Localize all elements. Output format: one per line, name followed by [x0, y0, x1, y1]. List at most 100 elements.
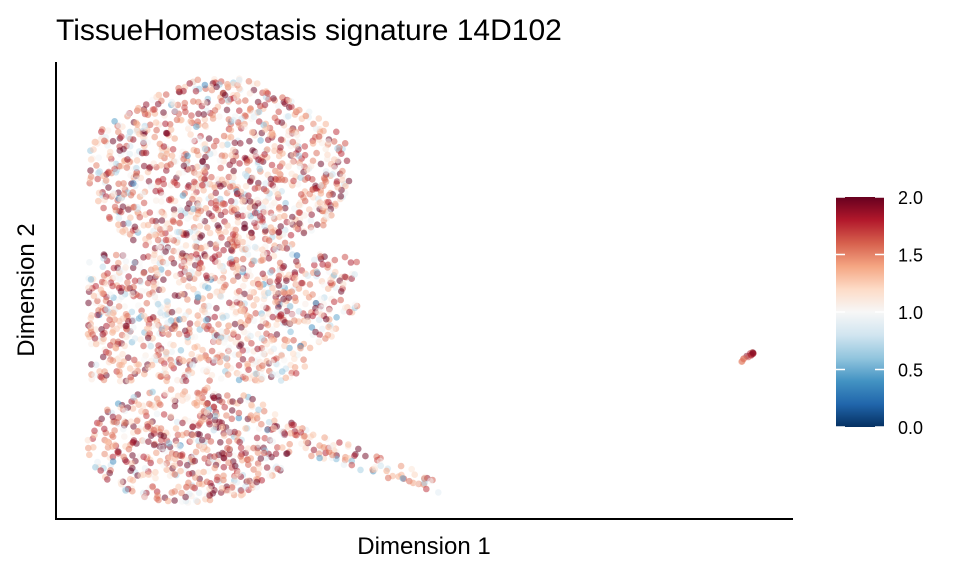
scatter-point — [206, 229, 214, 237]
scatter-point — [333, 128, 340, 136]
scatter-point — [155, 342, 162, 349]
scatter-point — [251, 209, 259, 217]
scatter-point — [337, 288, 345, 295]
scatter-point — [248, 229, 255, 237]
scatter-point — [183, 230, 190, 237]
scatter-point — [115, 180, 122, 188]
scatter-point — [248, 401, 255, 409]
scatter-point — [221, 91, 229, 99]
scatter-point — [230, 243, 238, 250]
scatter-point — [101, 425, 108, 433]
scatter-point — [223, 180, 230, 187]
scatter-point — [292, 297, 299, 305]
scatter-point — [257, 137, 264, 144]
scatter-point — [229, 81, 237, 88]
scatter-point — [142, 149, 150, 157]
scatter-point — [131, 277, 139, 285]
scatter-point — [167, 161, 174, 168]
scatter-point — [206, 485, 213, 492]
scatter-point — [210, 426, 218, 434]
scatter-point — [261, 151, 268, 158]
scatter-point — [263, 187, 270, 195]
scatter-point — [267, 175, 275, 183]
scatter-point — [146, 290, 153, 298]
scatter-point — [177, 347, 185, 354]
scatter-point — [309, 312, 317, 320]
scatter-point — [259, 246, 266, 253]
scatter-point — [283, 450, 290, 458]
scatter-point — [220, 339, 228, 346]
scatter-point — [126, 143, 134, 150]
scatter-point — [195, 489, 203, 497]
scatter-point — [322, 315, 330, 323]
scatter-point — [177, 467, 184, 475]
scatter-point — [280, 295, 287, 303]
scatter-point — [244, 360, 251, 368]
scatter-point — [153, 223, 161, 230]
scatter-point — [236, 107, 243, 114]
scatter-point — [303, 438, 310, 446]
scatter-point — [301, 212, 308, 219]
scatter-point — [225, 350, 232, 357]
scatter-point — [97, 467, 104, 474]
scatter-point — [263, 464, 271, 471]
scatter-point — [145, 364, 152, 371]
scatter-point — [117, 404, 124, 411]
scatter-point — [220, 463, 228, 471]
scatter-point — [215, 338, 223, 346]
scatter-point — [162, 390, 169, 397]
scatter-point — [281, 430, 289, 437]
scatter-point — [308, 452, 315, 460]
scatter-point — [257, 455, 265, 462]
scatter-point — [217, 439, 224, 446]
scatter-point — [193, 271, 201, 278]
scatter-point — [140, 453, 147, 461]
y-axis-label: Dimension 2 — [13, 223, 40, 356]
scatter-point — [217, 211, 225, 219]
scatter-point — [244, 244, 251, 252]
scatter-point — [213, 304, 220, 312]
scatter-point — [185, 283, 192, 290]
scatter-point — [227, 126, 235, 134]
scatter-point — [111, 273, 119, 281]
scatter-point — [128, 308, 136, 316]
scatter-point — [202, 243, 210, 250]
scatter-point — [123, 458, 130, 466]
scatter-point — [101, 137, 108, 145]
scatter-point — [103, 305, 111, 313]
scatter-point — [208, 326, 215, 334]
scatter-point — [137, 472, 144, 479]
scatter-point — [242, 483, 249, 490]
scatter-point — [173, 418, 181, 426]
scatter-point — [141, 312, 148, 320]
scatter-point — [338, 150, 345, 157]
scatter-point — [194, 312, 202, 319]
scatter-point — [291, 364, 299, 371]
scatter-point — [289, 138, 297, 146]
scatter-point — [189, 137, 197, 144]
scatter-point — [152, 197, 160, 204]
scatter-point — [325, 198, 332, 206]
scatter-point — [291, 205, 298, 212]
scatter-point — [217, 293, 225, 300]
scatter-point — [131, 223, 139, 231]
scatter-point — [304, 272, 312, 280]
scatter-point — [162, 120, 169, 128]
scatter-point — [218, 398, 226, 406]
scatter-point — [270, 252, 278, 260]
scatter-point — [222, 228, 229, 236]
scatter-point — [130, 283, 137, 291]
scatter-point — [146, 274, 154, 282]
scatter-point — [133, 157, 141, 164]
scatter-point — [311, 256, 318, 264]
scatter-point — [168, 489, 176, 496]
scatter-point — [110, 309, 117, 317]
scatter-point — [320, 281, 328, 289]
scatter-point — [117, 322, 124, 329]
scatter-point — [309, 157, 317, 165]
scatter-point — [187, 118, 195, 125]
scatter-point — [135, 104, 142, 112]
scatter-point — [126, 231, 134, 238]
scatter-point — [267, 269, 274, 276]
scatter-point — [267, 131, 274, 139]
